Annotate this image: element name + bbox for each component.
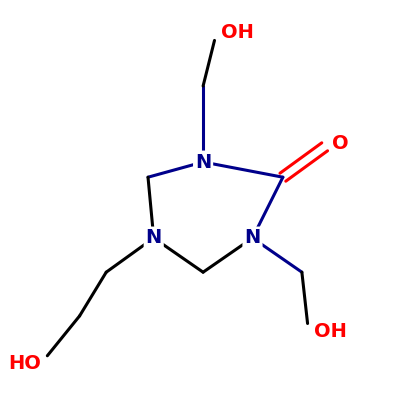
Text: N: N: [195, 152, 211, 172]
Text: OH: OH: [314, 322, 347, 340]
Text: HO: HO: [8, 354, 41, 373]
Text: N: N: [244, 228, 261, 248]
Text: O: O: [332, 134, 348, 152]
Text: OH: OH: [221, 23, 254, 42]
Text: N: N: [146, 228, 162, 248]
